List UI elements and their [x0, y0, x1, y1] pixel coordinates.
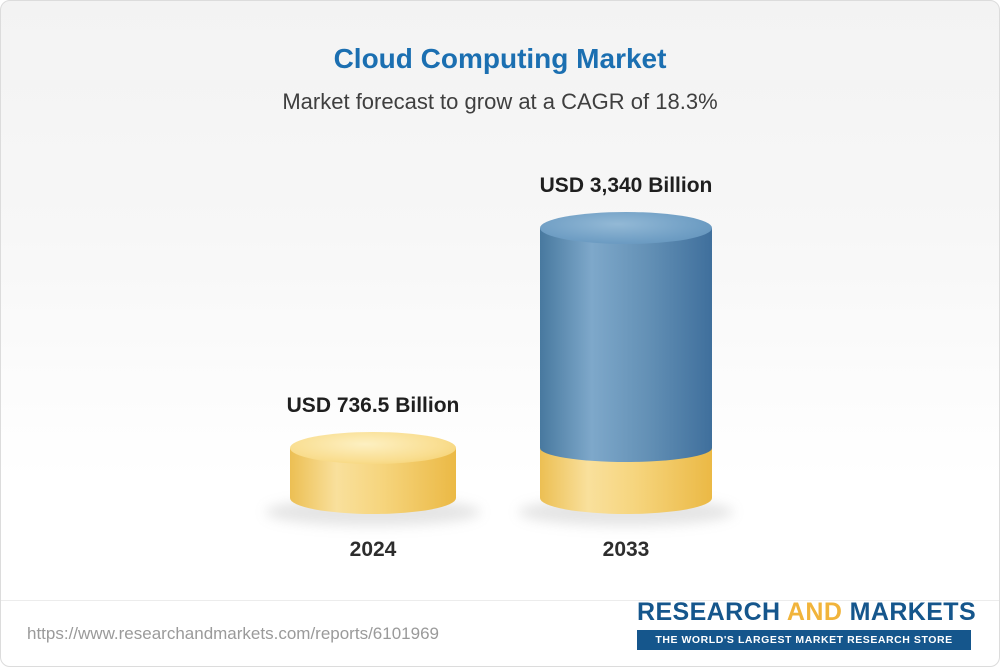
- year-label-2033: 2033: [602, 538, 650, 561]
- bar-group-2033: USD 3,340 Billion 2033: [506, 174, 746, 562]
- logo-wordmark: RESEARCH AND MARKETS: [637, 598, 976, 627]
- logo-tagline: THE WORLD'S LARGEST MARKET RESEARCH STOR…: [637, 630, 971, 650]
- bar-top-ellipse-2033: [540, 212, 712, 244]
- bar-seg-2033-growth: [540, 228, 712, 462]
- logo-word-markets: MARKETS: [849, 598, 977, 626]
- page-title: Cloud Computing Market: [333, 43, 667, 74]
- bar-value-label-2033: USD 3,340 Billion: [539, 174, 713, 197]
- footer-divider: [1, 600, 999, 601]
- bar-value-label-2024: USD 736.5 Billion: [286, 394, 460, 417]
- bar-cylinder-2033: [540, 212, 712, 514]
- research-and-markets-logo: RESEARCH AND MARKETS THE WORLD'S LARGEST…: [637, 598, 976, 650]
- page-subtitle: Market forecast to grow at a CAGR of 18.…: [282, 89, 718, 114]
- logo-word-and: AND: [780, 598, 850, 626]
- bar-group-2024: USD 736.5 Billion 2024: [253, 394, 493, 562]
- logo-word-research: RESEARCH: [637, 598, 781, 626]
- report-url-link[interactable]: https://www.researchandmarkets.com/repor…: [27, 624, 439, 643]
- year-label-2024: 2024: [349, 538, 397, 561]
- bar-cylinder-2024: [290, 432, 456, 514]
- bar-top-ellipse-2024: [290, 432, 456, 464]
